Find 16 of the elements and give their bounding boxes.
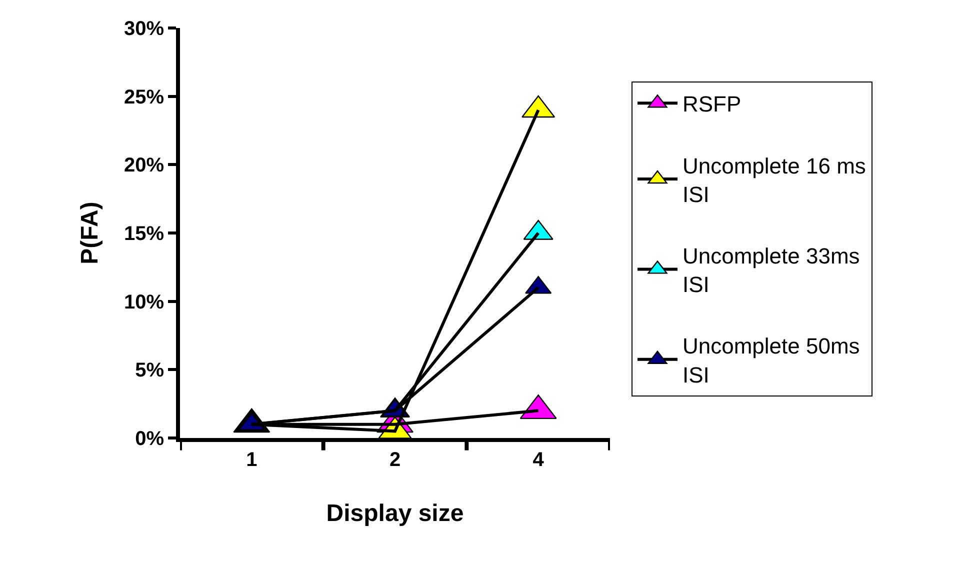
- legend-label: Uncomplete 50ms ISI: [682, 334, 860, 388]
- y-tick-label: 5%: [135, 360, 164, 382]
- y-tick-label: 25%: [124, 86, 164, 108]
- legend-label: RSFP: [682, 92, 742, 117]
- y-axis-title: P(FA): [76, 202, 104, 264]
- y-tick-label: 0%: [135, 428, 164, 450]
- legend-label: Uncomplete 16 ms ISI: [682, 153, 866, 207]
- x-tick-label: 2: [389, 449, 401, 471]
- y-tick-label: 15%: [124, 223, 164, 245]
- legend-label: Uncomplete 33ms ISI: [682, 243, 860, 298]
- x-tick-label: 1: [246, 449, 258, 471]
- y-tick-label: 10%: [124, 291, 164, 314]
- y-tick-label: 30%: [124, 18, 164, 40]
- x-tick-label: 4: [532, 449, 545, 471]
- x-axis-title: Display size: [326, 500, 464, 527]
- y-tick-label: 20%: [124, 154, 164, 177]
